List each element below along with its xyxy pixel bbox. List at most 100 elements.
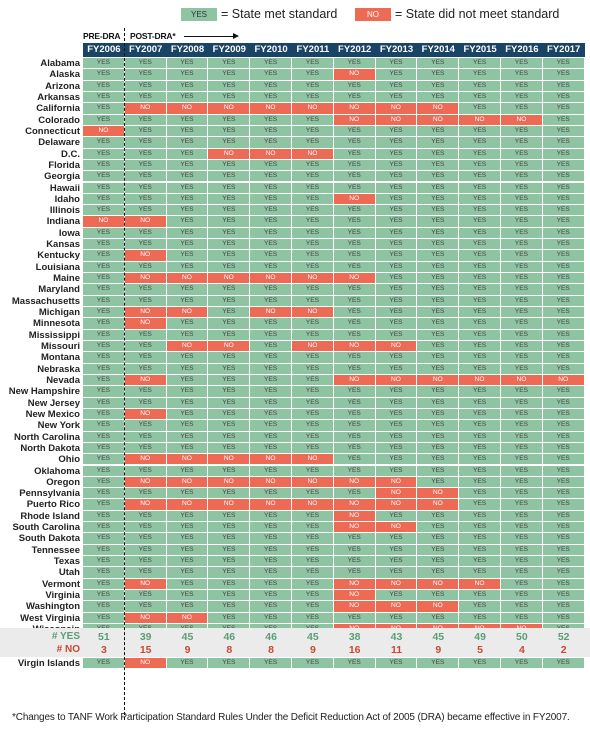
- status-cell: YES: [459, 273, 500, 284]
- status-cell: YES: [542, 125, 584, 137]
- status-cell: YES: [250, 80, 291, 91]
- status-cell: YES: [501, 261, 542, 273]
- status-cell: YES: [417, 454, 459, 465]
- status-cell: YES: [124, 114, 166, 125]
- total-yes-value: 52: [557, 631, 570, 643]
- status-cell: YES: [542, 612, 584, 623]
- status-cell: NO: [124, 578, 166, 590]
- status-cell: YES: [375, 318, 417, 329]
- status-cell: YES: [375, 148, 417, 159]
- status-cell: YES: [292, 431, 333, 442]
- status-cell: YES: [166, 182, 208, 193]
- total-no-value: 8: [268, 644, 274, 656]
- status-cell: YES: [83, 488, 124, 499]
- status-cell: YES: [166, 442, 208, 454]
- total-no-value: 3: [100, 644, 107, 656]
- status-cell: YES: [292, 510, 333, 522]
- status-cell: NO: [208, 476, 250, 488]
- status-cell: YES: [542, 431, 584, 442]
- status-cell: YES: [459, 284, 500, 295]
- status-cell: NO: [166, 612, 208, 623]
- status-cell: YES: [292, 182, 333, 193]
- status-cell: YES: [250, 533, 291, 544]
- status-cell: YES: [417, 91, 459, 103]
- status-cell: YES: [250, 567, 291, 578]
- status-cell: NO: [375, 476, 417, 488]
- status-cell: NO: [417, 103, 459, 114]
- status-cell: YES: [459, 261, 500, 273]
- status-cell: YES: [292, 612, 333, 623]
- status-cell: YES: [417, 261, 459, 273]
- status-cell: NO: [333, 103, 375, 114]
- status-cell: YES: [208, 239, 250, 250]
- status-cell: YES: [417, 307, 459, 318]
- status-cell: YES: [250, 420, 291, 431]
- total-yes-value: 45: [307, 631, 319, 643]
- status-cell: NO: [124, 273, 166, 284]
- status-cell: YES: [417, 295, 459, 307]
- status-cell: YES: [459, 544, 500, 556]
- status-cell: YES: [375, 250, 417, 261]
- total-no-value: 11: [390, 644, 403, 656]
- status-cell: YES: [501, 590, 542, 601]
- status-cell: YES: [124, 522, 166, 533]
- status-cell: YES: [501, 476, 542, 488]
- status-cell: YES: [501, 533, 542, 544]
- status-cell: YES: [124, 601, 166, 612]
- status-cell: YES: [250, 239, 291, 250]
- status-cell: YES: [459, 137, 500, 148]
- status-cell: YES: [542, 556, 584, 567]
- status-cell: YES: [375, 307, 417, 318]
- status-cell: YES: [333, 216, 375, 227]
- legend-no-text: = State did not meet standard: [395, 7, 560, 21]
- status-cell: YES: [83, 341, 124, 352]
- year-header: FY2010: [254, 44, 288, 55]
- status-cell: YES: [208, 578, 250, 590]
- post-dra-label: POST-DRA*: [130, 31, 176, 41]
- status-cell: YES: [292, 295, 333, 307]
- status-cell: YES: [459, 612, 500, 623]
- status-cell: YES: [501, 420, 542, 431]
- status-cell: YES: [375, 420, 417, 431]
- status-cell: NO: [124, 454, 166, 465]
- status-cell: YES: [208, 69, 250, 80]
- status-cell: YES: [166, 465, 208, 476]
- state-label: Florida: [48, 159, 80, 171]
- status-cell: NO: [333, 499, 375, 510]
- status-cell: YES: [208, 657, 250, 669]
- state-label: Colorado: [38, 114, 80, 126]
- status-cell: YES: [417, 341, 459, 352]
- status-cell: YES: [83, 431, 124, 442]
- status-cell: YES: [83, 590, 124, 601]
- status-cell: YES: [208, 125, 250, 137]
- year-header: FY2013: [379, 44, 414, 55]
- status-cell: YES: [501, 510, 542, 522]
- status-cell: YES: [83, 420, 124, 431]
- status-cell: YES: [292, 69, 333, 80]
- status-cell: YES: [166, 171, 208, 182]
- status-cell: YES: [292, 465, 333, 476]
- status-cell: YES: [501, 193, 542, 205]
- status-cell: YES: [542, 522, 584, 533]
- total-yes-value: 49: [474, 631, 486, 643]
- status-cell: YES: [333, 227, 375, 239]
- total-no-value: 16: [348, 644, 361, 656]
- status-cell: YES: [292, 216, 333, 227]
- status-cell: YES: [166, 363, 208, 374]
- status-cell: YES: [333, 307, 375, 318]
- status-cell: YES: [459, 69, 500, 80]
- status-cell: YES: [501, 522, 542, 533]
- status-cell: YES: [83, 465, 124, 476]
- status-cell: YES: [459, 454, 500, 465]
- status-cell: YES: [124, 182, 166, 193]
- status-cell: YES: [292, 533, 333, 544]
- status-cell: YES: [166, 159, 208, 171]
- status-cell: YES: [250, 408, 291, 420]
- status-cell: YES: [417, 476, 459, 488]
- status-cell: YES: [375, 295, 417, 307]
- status-cell: YES: [83, 295, 124, 307]
- status-cell: YES: [124, 544, 166, 556]
- status-cell: YES: [417, 556, 459, 567]
- status-cell: YES: [542, 159, 584, 171]
- status-cell: YES: [208, 612, 250, 623]
